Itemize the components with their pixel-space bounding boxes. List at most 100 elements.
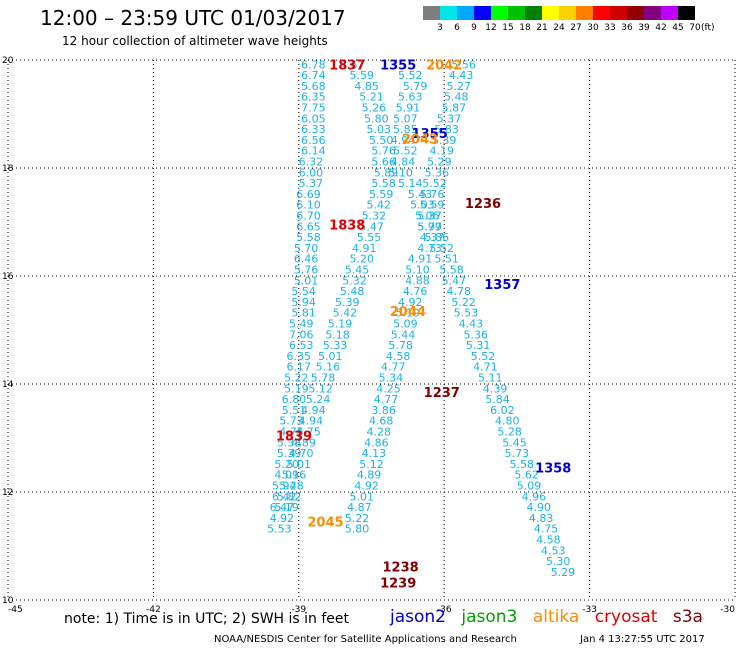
swh-value: 5.51	[434, 253, 459, 266]
swh-value: 5.58	[296, 231, 321, 244]
swh-value: 5.01	[350, 490, 375, 503]
swh-value: 5.27	[446, 80, 471, 93]
swh-value: 4.96	[522, 490, 547, 503]
footer-credit: NOAA/NESDIS Center for Satellite Applica…	[214, 634, 517, 645]
swh-value: 5.20	[350, 253, 375, 266]
swh-value: 5.07	[393, 112, 418, 125]
color-swatch	[593, 6, 610, 20]
swh-value: 4.39	[483, 382, 508, 395]
page-subtitle: 12 hour collection of altimeter wave hei…	[62, 34, 328, 48]
swh-value: 5.86	[425, 231, 450, 244]
lat-tick-label: 16	[2, 272, 14, 282]
swh-value: 4.85	[354, 80, 379, 93]
swh-value: 5.11	[478, 372, 503, 385]
swh-value: 5.52	[430, 242, 455, 255]
swh-value: 5.52	[471, 350, 496, 363]
swh-value: 5.47	[359, 220, 384, 233]
swh-value: 5.63	[398, 91, 423, 104]
swh-value: 5.94	[272, 480, 297, 493]
legend-jason3: jason3	[461, 607, 518, 627]
swh-value: 5.22	[345, 512, 370, 525]
pass-time-label: 1237	[424, 386, 460, 401]
swh-value: 5.09	[393, 318, 418, 331]
color-swatch	[678, 6, 695, 20]
swh-value: 4.67	[340, 58, 365, 71]
color-swatch	[457, 6, 474, 20]
swh-value: 5.59	[420, 199, 445, 212]
swh-value: 5.58	[371, 177, 396, 190]
swh-value: 5.14	[398, 177, 423, 190]
swh-value: 5.29	[551, 566, 576, 579]
lat-tick-label: 20	[2, 56, 14, 66]
swh-value: 5.68	[301, 80, 326, 93]
swh-value: 4.89	[357, 469, 382, 482]
swh-value: 5.36	[463, 328, 488, 341]
lat-tick-label: 14	[2, 380, 14, 390]
pass-time-label: 1839	[276, 429, 312, 444]
color-swatch	[627, 6, 644, 20]
color-scale-label: 30	[587, 23, 599, 33]
color-scale-label: 27	[570, 23, 582, 33]
swh-value: 5.03	[410, 199, 435, 212]
swh-value: 5.47	[442, 274, 467, 287]
color-scale-label: 33	[604, 23, 616, 33]
swh-value: 5.22	[284, 372, 309, 385]
swh-value: 5.19	[328, 318, 353, 331]
swh-value: 6.14	[301, 145, 326, 158]
swh-value: 6.02	[490, 404, 515, 417]
color-scale-label: 12	[485, 23, 497, 33]
swh-value: 5.12	[308, 382, 333, 395]
swh-value: 5.53	[267, 523, 292, 536]
swh-value: 5.52	[398, 69, 423, 82]
swh-value: 4.90	[526, 501, 551, 514]
swh-value: 5.50	[369, 134, 394, 147]
legend-altika: altika	[532, 607, 580, 627]
lat-tick-label: 12	[2, 488, 13, 498]
swh-value: 5.16	[316, 361, 341, 374]
swh-value: 5.28	[497, 426, 522, 439]
swh-value: 4.75	[296, 426, 321, 439]
color-scale-label: 9	[471, 23, 477, 33]
swh-value: 5.09	[517, 480, 542, 493]
swh-value: 5.73	[279, 415, 304, 428]
pass-time-label: 1238	[382, 561, 418, 576]
swh-value: 4.91	[352, 242, 377, 255]
swh-value: 4.87	[347, 501, 372, 514]
color-swatch	[576, 6, 593, 20]
swh-value: 5.45	[502, 436, 527, 449]
swh-value: 5.79	[417, 220, 442, 233]
swh-value: 5.26	[362, 102, 387, 115]
swh-value: 4.75	[279, 426, 304, 439]
swh-value: 6.53	[289, 339, 314, 352]
swh-value: 5.76	[420, 188, 445, 201]
legend-cryosat: cryosat	[594, 607, 658, 627]
swh-value: 5.22	[451, 296, 476, 309]
swh-value: 6.74	[301, 69, 326, 82]
swh-value: 4.84	[391, 156, 416, 169]
swh-value: 6.05	[301, 112, 326, 125]
color-swatch	[440, 6, 457, 20]
swh-value: 6.32	[299, 156, 324, 169]
color-swatch	[559, 6, 576, 20]
swh-value: 5.18	[325, 328, 350, 341]
swh-value: 5.01	[318, 350, 343, 363]
swh-value: 5.49	[289, 318, 314, 331]
pass-time-label: 1837	[329, 58, 365, 73]
swh-value: 5.01	[287, 458, 312, 471]
color-scale-label: 45	[672, 23, 684, 33]
swh-value: 5.58	[439, 264, 464, 277]
swh-value: 4.73	[417, 242, 442, 255]
swh-value: 6.33	[301, 123, 326, 136]
swh-value: 6.70	[296, 210, 321, 223]
swh-value: 4.94	[301, 404, 326, 417]
color-scale-label: 6	[454, 23, 460, 33]
lon-tick-label: -39	[291, 605, 306, 615]
swh-value: 5.42	[333, 307, 358, 320]
swh-value: 4.76	[403, 285, 428, 298]
color-swatch	[423, 6, 440, 20]
pass-time-label: 1355	[380, 58, 416, 73]
swh-value: 5.39	[277, 447, 302, 460]
swh-value: 5.28	[279, 480, 304, 493]
swh-value: 5.58	[509, 458, 534, 471]
swh-value: 5.10	[388, 166, 413, 179]
